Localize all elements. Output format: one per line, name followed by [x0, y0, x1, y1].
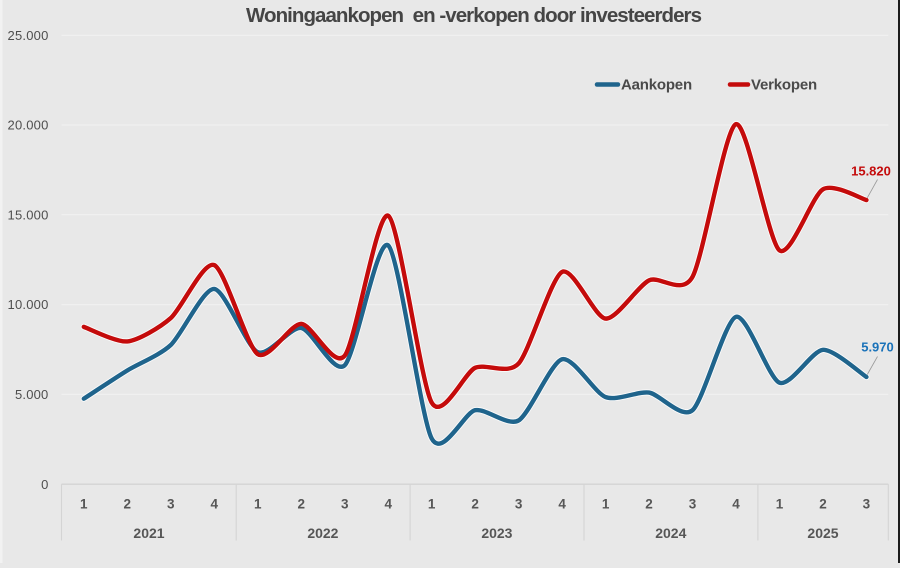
- svg-text:2024: 2024: [655, 525, 686, 541]
- svg-text:4: 4: [210, 497, 218, 512]
- svg-text:5.000: 5.000: [15, 387, 49, 402]
- svg-text:2: 2: [819, 497, 827, 512]
- svg-text:3: 3: [341, 497, 349, 512]
- svg-text:2022: 2022: [307, 525, 338, 541]
- svg-text:2025: 2025: [807, 525, 838, 541]
- svg-text:10.000: 10.000: [8, 297, 49, 312]
- svg-text:15.000: 15.000: [8, 207, 49, 222]
- svg-text:5.970: 5.970: [861, 340, 894, 355]
- svg-text:1: 1: [80, 497, 88, 512]
- svg-text:3: 3: [863, 497, 871, 512]
- svg-text:2: 2: [124, 497, 132, 512]
- svg-text:2021: 2021: [133, 525, 164, 541]
- svg-text:0: 0: [41, 477, 48, 492]
- svg-text:Aankopen: Aankopen: [621, 77, 692, 94]
- svg-text:3: 3: [515, 497, 523, 512]
- svg-text:Woningaankopen en -verkopen d: Woningaankopen en -verkopen door investe…: [246, 4, 702, 27]
- svg-text:4: 4: [558, 497, 566, 512]
- svg-text:1: 1: [602, 497, 610, 512]
- svg-text:15.820: 15.820: [851, 164, 891, 179]
- svg-text:3: 3: [167, 497, 175, 512]
- svg-text:1: 1: [776, 497, 784, 512]
- svg-text:2: 2: [645, 497, 653, 512]
- svg-text:2: 2: [297, 497, 305, 512]
- svg-text:20.000: 20.000: [8, 118, 49, 133]
- svg-text:2: 2: [471, 497, 479, 512]
- svg-text:1: 1: [254, 497, 262, 512]
- svg-text:4: 4: [384, 497, 392, 512]
- svg-text:3: 3: [689, 497, 697, 512]
- svg-text:4: 4: [732, 497, 740, 512]
- svg-text:1: 1: [428, 497, 436, 512]
- svg-text:25.000: 25.000: [8, 28, 49, 43]
- svg-text:2023: 2023: [481, 525, 512, 541]
- svg-text:Verkopen: Verkopen: [751, 77, 817, 94]
